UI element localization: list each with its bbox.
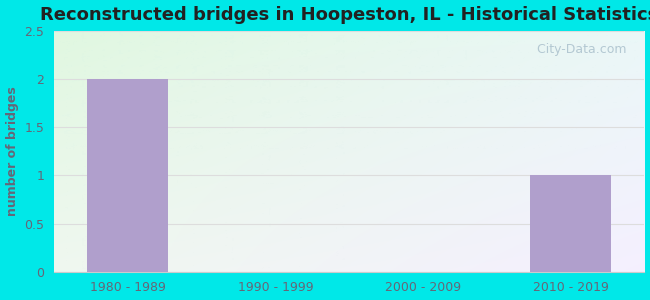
Text: City-Data.com: City-Data.com <box>529 43 627 56</box>
Title: Reconstructed bridges in Hoopeston, IL - Historical Statistics: Reconstructed bridges in Hoopeston, IL -… <box>40 6 650 24</box>
Bar <box>530 175 611 272</box>
Y-axis label: number of bridges: number of bridges <box>6 86 19 216</box>
Bar <box>87 79 168 272</box>
